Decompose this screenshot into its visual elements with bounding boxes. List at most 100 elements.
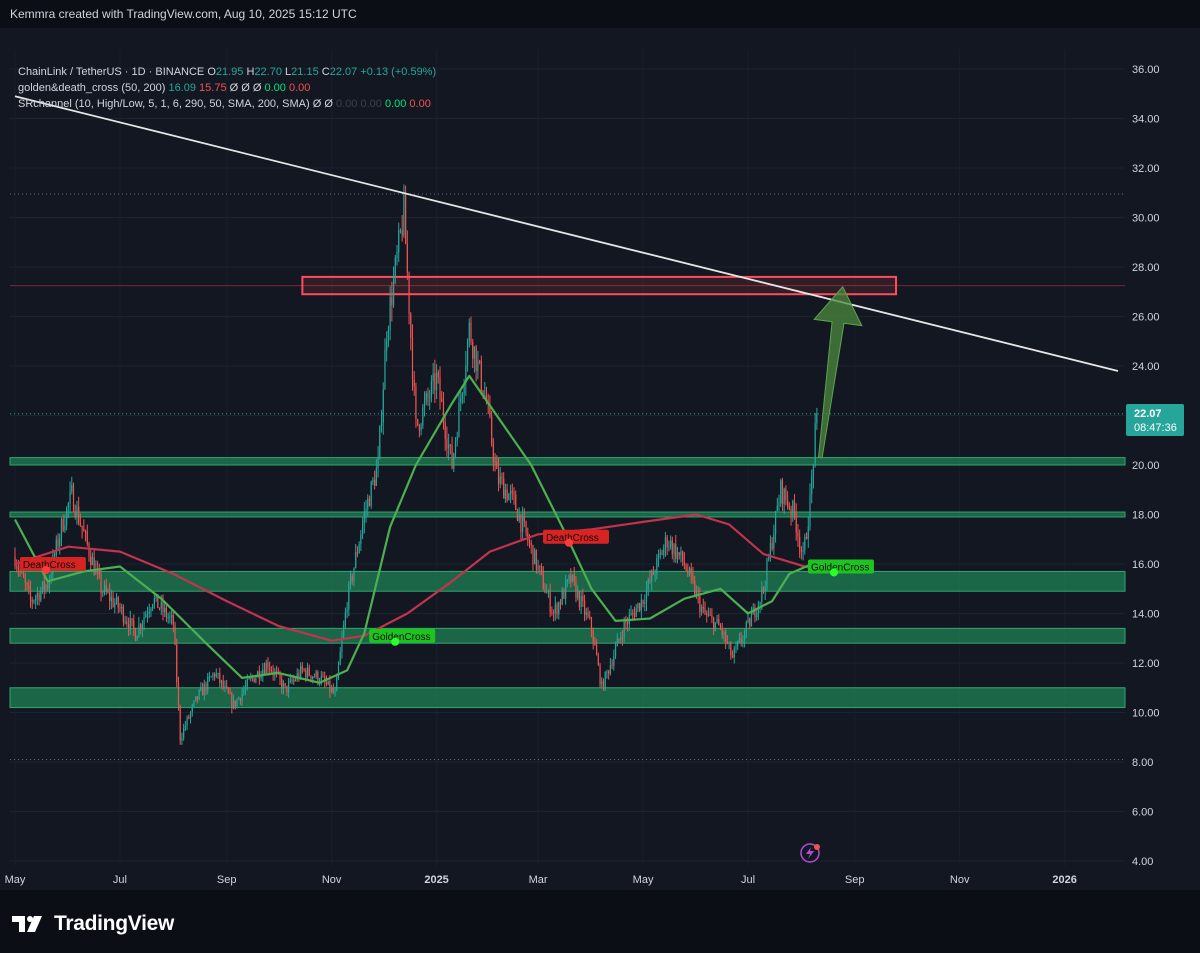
candle-body	[169, 616, 171, 618]
candle	[616, 633, 618, 647]
candle	[95, 560, 97, 575]
candle-body	[532, 545, 534, 565]
candle	[59, 533, 61, 555]
projection-arrow[interactable]	[813, 285, 863, 459]
candle	[86, 524, 88, 547]
candle	[105, 578, 107, 595]
candle	[348, 581, 350, 617]
candle-body	[401, 230, 403, 236]
candle	[107, 588, 109, 594]
candle-body	[620, 637, 622, 640]
candle	[358, 541, 360, 554]
candle-body	[726, 641, 728, 644]
last-price-badge	[1126, 404, 1184, 436]
legend-indicator-2[interactable]: SRchannel (10, High/Low, 5, 1, 6, 290, 5…	[18, 96, 436, 112]
candle	[372, 477, 374, 486]
candle-body	[165, 607, 168, 618]
candle	[497, 457, 500, 492]
candle	[136, 635, 138, 641]
chart-author-title: Kemmra created with TradingView.com, Aug…	[10, 7, 357, 21]
candle-body	[148, 611, 150, 614]
candle	[370, 480, 372, 509]
candle-body	[317, 671, 319, 683]
price-tick-label: 6.00	[1132, 807, 1153, 819]
candle	[656, 554, 658, 580]
candle	[444, 415, 446, 451]
candle	[219, 667, 221, 688]
chart-area[interactable]: DeathCross GoldenCross DeathCross GoldenCro…	[0, 28, 1200, 890]
candle	[16, 559, 18, 573]
candle	[682, 550, 684, 567]
candle-body	[745, 622, 747, 632]
time-axis[interactable]: May Jul Sep Nov 2025 Mar May Jul Sep Nov 2026	[5, 874, 1077, 886]
candle-body	[241, 693, 243, 702]
candle	[322, 671, 324, 678]
candle-body	[609, 665, 611, 674]
candle-body	[405, 194, 407, 245]
candle	[172, 610, 174, 633]
candle-body	[575, 580, 577, 599]
candle	[719, 623, 722, 631]
candle-body	[671, 540, 673, 555]
candle-body	[422, 407, 424, 426]
candle-body	[322, 676, 324, 678]
candle-body	[448, 444, 450, 449]
candle-body	[540, 567, 543, 572]
candle-body	[513, 491, 515, 495]
candle	[756, 610, 758, 621]
candle-body	[284, 683, 286, 686]
candle-body	[251, 677, 254, 679]
candle-body	[773, 534, 775, 549]
candle-body	[590, 617, 593, 631]
candle	[232, 694, 235, 710]
resistance-zone	[10, 275, 1125, 296]
resistance-box	[301, 275, 898, 296]
candle	[153, 593, 155, 609]
candle-body	[482, 390, 484, 397]
candle	[62, 514, 64, 533]
candle	[408, 271, 410, 325]
symbol-name[interactable]: ChainLink / TetherUS · 1D · BINANCE	[18, 66, 205, 78]
lightning-icon[interactable]	[800, 843, 820, 863]
candle	[262, 663, 264, 683]
candle	[532, 544, 534, 571]
trendline[interactable]	[14, 95, 1119, 372]
candle	[654, 569, 656, 582]
candle-body	[508, 494, 510, 501]
candle-body	[809, 493, 811, 528]
candle-body	[57, 539, 59, 547]
price-axis[interactable]: 4.00 6.00 8.00 10.00 12.00 14.00 16.00 18.00 20.…	[1132, 64, 1160, 868]
candle-body	[441, 399, 443, 403]
candle-body	[351, 575, 353, 581]
candle	[604, 671, 606, 691]
candle	[69, 481, 71, 514]
candle-body	[556, 604, 558, 615]
candle	[269, 661, 271, 676]
legend-indicator-1[interactable]: golden&death_cross (50, 200) 16.09 15.75…	[18, 80, 436, 96]
candle	[287, 677, 290, 699]
candle	[625, 615, 627, 630]
time-tick-label: 2026	[1052, 874, 1076, 886]
candle	[134, 627, 137, 642]
brand[interactable]: TradingView	[12, 910, 174, 938]
candle	[516, 508, 519, 522]
candle-body	[728, 642, 730, 644]
candle-body	[105, 585, 107, 592]
price-chart[interactable]: DeathCross GoldenCross DeathCross GoldenCro…	[0, 28, 1200, 890]
candle-body	[761, 587, 763, 602]
candle-body	[546, 592, 548, 594]
candle-body	[186, 717, 188, 727]
candle-body	[427, 393, 429, 398]
candle-body	[504, 489, 507, 499]
candle	[522, 506, 524, 541]
candle-body	[520, 514, 522, 532]
candle-body	[608, 671, 610, 674]
candle	[726, 635, 728, 645]
candle-body	[253, 677, 255, 683]
death-cross-marker: DeathCross	[542, 529, 609, 547]
candle	[189, 711, 192, 724]
candle	[72, 482, 75, 513]
candle-body	[78, 506, 80, 524]
candle	[621, 629, 624, 646]
indicator-1-value-3: 0.00	[264, 82, 286, 94]
